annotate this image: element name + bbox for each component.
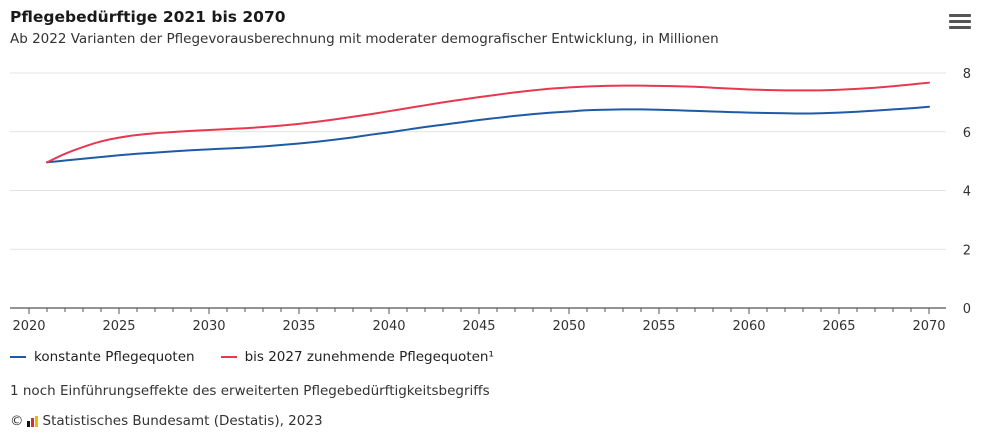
x-tick-label-2070: 2070 (912, 319, 945, 334)
y-tick-label-2: 2 (963, 243, 971, 258)
x-tick-label-2035: 2035 (282, 319, 315, 334)
legend-label-konstante: konstante Pflegequoten (34, 349, 195, 365)
x-tick-label-2060: 2060 (732, 319, 765, 334)
chart-subtitle: Ab 2022 Varianten der Pflegevorausberech… (10, 31, 719, 47)
destatis-logo-icon (26, 415, 39, 427)
legend-label-zunehmend: bis 2027 zunehmende Pflegequoten¹ (244, 349, 494, 365)
y-tick-label-4: 4 (963, 185, 971, 200)
source-line: © Statistisches Bundesamt (Destatis), 20… (10, 413, 323, 429)
y-tick-label-8: 8 (963, 67, 971, 82)
x-axis (10, 307, 946, 314)
legend: konstante Pflegequoten bis 2027 zunehmen… (10, 349, 494, 365)
x-tick-label-2040: 2040 (372, 319, 405, 334)
x-tick-label-2065: 2065 (822, 319, 855, 334)
x-tick-label-2055: 2055 (642, 319, 675, 334)
legend-swatch-konstante (10, 356, 26, 358)
x-axis-tick-labels: 2020 2025 2030 2035 2040 2045 2050 2055 2060 2065… (12, 319, 945, 334)
chart-title: Pflegebedürftige 2021 bis 2070 (10, 8, 286, 26)
hamburger-menu-icon[interactable] (947, 11, 973, 33)
grid-lines (10, 72, 946, 250)
x-tick-label-2025: 2025 (102, 319, 135, 334)
series-line-1[interactable] (46, 81, 930, 164)
x-tick-label-2050: 2050 (552, 319, 585, 334)
legend-swatch-zunehmend (220, 356, 237, 358)
y-tick-label-0: 0 (963, 302, 971, 317)
y-axis-tick-labels: 0 2 4 6 8 (963, 67, 971, 317)
y-tick-label-6: 6 (963, 126, 971, 141)
series-line-0[interactable] (46, 105, 930, 164)
legend-item-konstante[interactable]: konstante Pflegequoten (10, 349, 195, 365)
x-tick-label-2045: 2045 (462, 319, 495, 334)
x-tick-label-2030: 2030 (192, 319, 225, 334)
footnote: 1 noch Einführungseffekte des erweiterte… (10, 383, 490, 399)
legend-item-zunehmend[interactable]: bis 2027 zunehmende Pflegequoten¹ (220, 349, 494, 365)
series-lines (46, 81, 930, 164)
source-text: Statistisches Bundesamt (Destatis), 2023 (42, 413, 323, 429)
copyright-symbol: © (10, 413, 24, 429)
x-tick-label-2020: 2020 (12, 319, 45, 334)
